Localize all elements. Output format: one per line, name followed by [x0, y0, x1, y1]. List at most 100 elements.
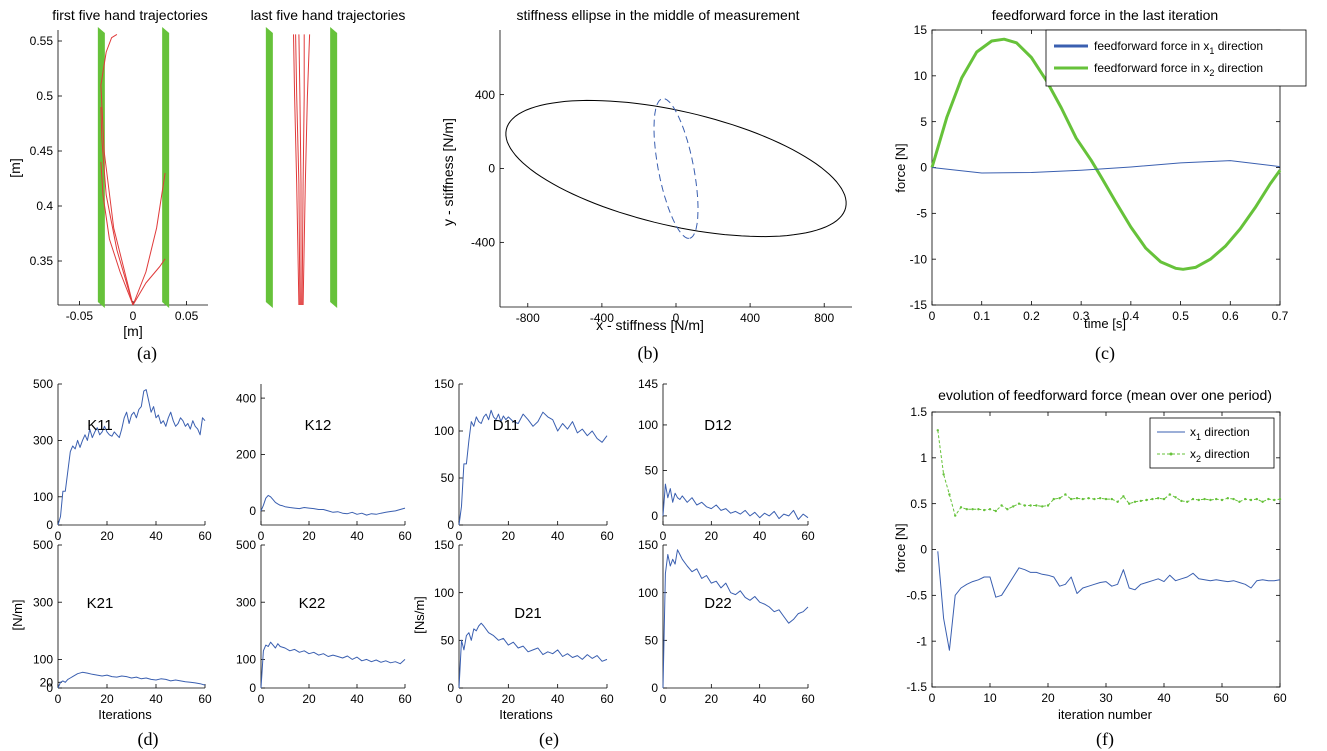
series-line: [57, 671, 206, 689]
series-x2-point: [1058, 497, 1061, 500]
y-tick-label: 15: [914, 23, 928, 37]
series-x2-point: [1099, 497, 1102, 500]
x-tick-label: 0.3: [1073, 309, 1090, 323]
y-tick-label: 0: [46, 518, 53, 532]
y-axis-label: force [N]: [893, 523, 908, 572]
x-tick-label: 60: [398, 529, 412, 543]
y-tick-label: 50: [441, 634, 455, 648]
y-axis-label: y - stiffness [N/m]: [440, 118, 456, 226]
series-x2-point: [1087, 497, 1090, 500]
plot-d22: 0 20 40 60 0 100 300 500 K22: [236, 538, 412, 706]
y-tick-label: 100: [33, 653, 53, 667]
y-tick-label: -5: [916, 207, 927, 221]
y-tick-label: 0: [46, 681, 53, 695]
series-x2-point: [1220, 498, 1224, 502]
legend-marker-x2: [1169, 452, 1173, 456]
wall-1: [330, 27, 338, 308]
y-tick-label: 0: [920, 161, 927, 175]
trajectory-1: [100, 106, 134, 306]
series-x2-point: [959, 506, 963, 509]
plot-a2: last five hand trajectories: [251, 7, 405, 308]
series-x1-line: [931, 160, 1281, 174]
series-x2-point: [1267, 497, 1270, 501]
series-x2-point: [1133, 500, 1137, 503]
y-tick-label: 1.5: [910, 405, 927, 419]
y-tick-label: 300: [236, 595, 256, 609]
legend-box: [1045, 29, 1307, 87]
series-line: [662, 483, 809, 520]
wall-0: [265, 27, 273, 308]
y-tick-label: 0: [920, 543, 927, 557]
x-tick-label: 60: [198, 529, 212, 543]
series-x2-point: [942, 473, 945, 476]
y-tick-label: 10: [914, 69, 928, 83]
y-tick-label: 100: [434, 586, 454, 600]
y-tick-label: 500: [236, 538, 256, 552]
plot-e21: 0 20 40 60 0 50 100 150 D21 [Ns/m]: [412, 538, 614, 706]
series-line: [57, 389, 206, 526]
series-x2-point: [1278, 497, 1282, 501]
series-x2-point: [1209, 498, 1212, 502]
series-x2-point: [1145, 498, 1148, 502]
y-tick-label: -1.5: [906, 680, 927, 694]
y-tick-label: 400: [236, 391, 256, 405]
y-tick-label: 50: [645, 634, 659, 648]
series-x2-point: [1215, 497, 1218, 501]
series-x2-point: [1116, 500, 1119, 503]
legend-label-x1: feedforward force in x1 direction: [1094, 39, 1263, 56]
series-x2-point: [1226, 497, 1230, 500]
y-tick-label: 0: [447, 681, 454, 695]
series-x2-point: [977, 508, 980, 511]
x-tick-label: 40: [149, 529, 163, 543]
caption-e: (e): [539, 729, 559, 750]
y-axis-label: force [N]: [893, 143, 908, 192]
x-tick-label: 0: [929, 309, 936, 323]
series-x2-point: [1110, 497, 1114, 501]
y-tick-label: 1: [920, 451, 927, 465]
series-x2-point: [1180, 499, 1183, 503]
trajectory-2: [298, 34, 302, 305]
series-x1-line: [937, 551, 1281, 651]
x-tick-label: 40: [350, 529, 364, 543]
x-tick-label: 40: [551, 692, 565, 706]
series-x2-point: [1249, 498, 1253, 502]
x-tick-label: 20: [502, 692, 516, 706]
series-x2-point: [1191, 497, 1195, 501]
caption-b: (b): [638, 343, 659, 364]
series-x2-point: [1104, 497, 1108, 501]
x-tick-label: 0.7: [1272, 309, 1289, 323]
y-tick-label: -0.5: [906, 589, 927, 603]
y-tick-label: 200: [236, 448, 256, 462]
legend: x1 direction x2 direction: [1149, 417, 1275, 469]
panel-label: D11: [493, 417, 519, 434]
plot-title: evolution of feedforward force (mean ove…: [938, 387, 1272, 403]
x-tick-label: 20: [705, 692, 719, 706]
y-tick-label: 300: [33, 595, 53, 609]
series-x2-point: [1157, 497, 1160, 500]
x-tick-label: 20: [502, 529, 516, 543]
x-tick-label: 0.05: [175, 309, 199, 323]
caption-d: (d): [138, 729, 159, 750]
x-tick-label: 20: [705, 529, 719, 543]
x-tick-label: 20: [302, 692, 316, 706]
series-x2-point: [1081, 497, 1085, 501]
series-x2-point: [1046, 504, 1050, 507]
series-x2-point: [1029, 504, 1032, 507]
x-tick-label: 0.6: [1222, 309, 1239, 323]
y-axis-label: [N/m]: [10, 599, 25, 630]
x-tick-label: 40: [350, 692, 364, 706]
series-x2-point: [1000, 504, 1003, 507]
panel-label: D12: [704, 417, 732, 434]
series-x2-point: [1070, 497, 1073, 501]
series-x2-point: [1041, 505, 1044, 508]
plot-b: -800 -400 0 400 800 -400 0 400 stiffness ellipse…: [440, 7, 852, 333]
x-tick-label: 20: [100, 692, 114, 706]
caption-f: (f): [1096, 729, 1114, 750]
trajectory-1: [295, 34, 301, 306]
y-tick-label: 400: [475, 88, 495, 102]
y-tick-label: 300: [33, 434, 53, 448]
series-x2-point: [1139, 499, 1143, 503]
y-tick-label: 500: [33, 377, 53, 391]
